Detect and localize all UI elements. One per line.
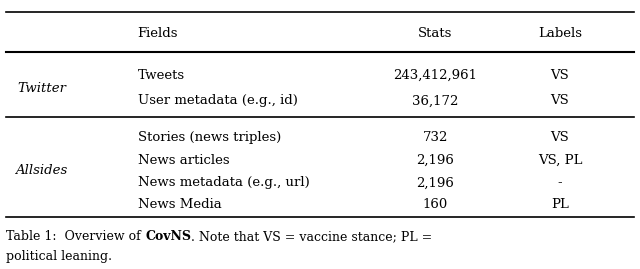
Text: News articles: News articles	[138, 154, 229, 167]
Text: 36,172: 36,172	[412, 94, 458, 107]
Text: 2,196: 2,196	[416, 176, 454, 189]
Text: 243,412,961: 243,412,961	[393, 69, 477, 82]
Text: News Media: News Media	[138, 198, 221, 211]
Text: Allsides: Allsides	[15, 164, 68, 177]
Text: News metadata (e.g., url): News metadata (e.g., url)	[138, 176, 309, 189]
Text: VS: VS	[550, 94, 570, 107]
Text: 160: 160	[422, 198, 448, 211]
Text: Fields: Fields	[138, 27, 178, 40]
Text: political leaning.: political leaning.	[6, 250, 113, 263]
Text: PL: PL	[551, 198, 569, 211]
Text: Table 1:  Overview of: Table 1: Overview of	[6, 230, 145, 243]
Text: VS, PL: VS, PL	[538, 154, 582, 167]
Text: Labels: Labels	[538, 27, 582, 40]
Text: Stats: Stats	[418, 27, 452, 40]
Text: User metadata (e.g., id): User metadata (e.g., id)	[138, 94, 298, 107]
Text: 732: 732	[422, 131, 448, 144]
Text: Tweets: Tweets	[138, 69, 185, 82]
Text: VS: VS	[550, 131, 570, 144]
Text: CovNS: CovNS	[145, 230, 191, 243]
Text: Stories (news triples): Stories (news triples)	[138, 131, 281, 144]
Text: VS: VS	[550, 69, 570, 82]
Text: . Note that VS = vaccine stance; PL =: . Note that VS = vaccine stance; PL =	[191, 230, 433, 243]
Text: -: -	[557, 176, 563, 189]
Text: Twitter: Twitter	[17, 82, 66, 95]
Text: 2,196: 2,196	[416, 154, 454, 167]
